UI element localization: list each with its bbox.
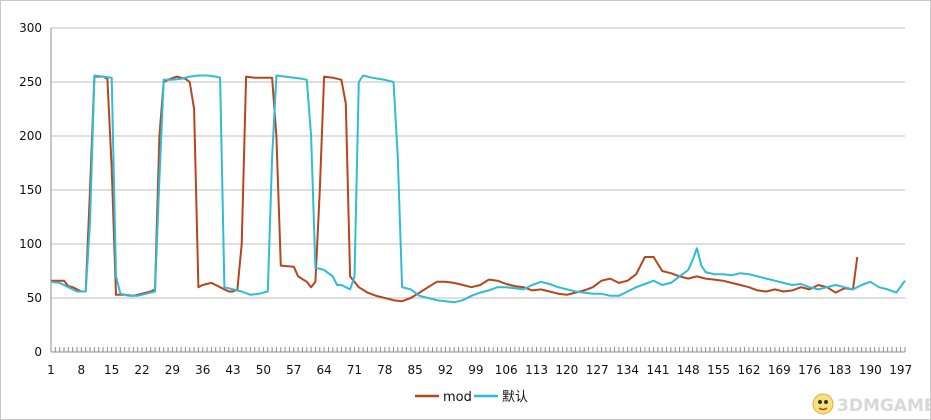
x-tick-label: 127 (586, 363, 609, 377)
y-tick-label: 300 (19, 21, 42, 35)
y-tick-label: 100 (19, 237, 42, 251)
mascot-icon (812, 393, 834, 415)
x-tick-label: 134 (616, 363, 639, 377)
x-axis: 1 8 15 22 29 36 43 50 57 64 71 78 85 92 99 106 113 120 127… (47, 347, 912, 377)
x-tick-label: 148 (677, 363, 700, 377)
x-tick-label: 1 (47, 363, 55, 377)
y-tick-label: 150 (19, 183, 42, 197)
x-tick-label: 78 (377, 363, 392, 377)
x-tick-label: 29 (165, 363, 180, 377)
legend-label-1: 默认 (502, 389, 528, 405)
legend-label-0: mod (443, 390, 472, 405)
x-tick-label: 113 (525, 363, 548, 377)
x-tick-label: 64 (316, 363, 331, 377)
watermark: 3DMGAME (812, 393, 930, 416)
y-tick-label: 0 (34, 345, 42, 359)
y-tick-label: 50 (27, 291, 42, 305)
x-tick-label: 169 (768, 363, 791, 377)
x-tick-label: 197 (889, 363, 912, 377)
x-tick-label: 176 (798, 363, 821, 377)
watermark-text: 3DMGAME (837, 396, 930, 416)
grid-lines (51, 27, 905, 299)
x-tick-label: 57 (286, 363, 301, 377)
x-tick-label: 183 (829, 363, 852, 377)
x-tick-label: 8 (78, 363, 86, 377)
x-tick-label: 141 (646, 363, 669, 377)
x-tick-label: 190 (859, 363, 882, 377)
series-line-1 (50, 74, 906, 304)
x-tick-label: 15 (104, 363, 119, 377)
y-tick-label: 250 (19, 75, 42, 89)
x-tick-label: 85 (408, 363, 423, 377)
x-tick-label: 106 (495, 363, 518, 377)
y-axis: 0 50 100 150 200 250 300 (19, 21, 52, 359)
x-tick-label: 71 (347, 363, 362, 377)
x-tick-label: 43 (225, 363, 240, 377)
series-lines (50, 74, 906, 304)
x-tick-label: 50 (256, 363, 271, 377)
x-tick-label: 162 (737, 363, 760, 377)
x-tick-label: 120 (555, 363, 578, 377)
x-tick-label: 22 (134, 363, 149, 377)
x-tick-label: 92 (438, 363, 453, 377)
x-tick-label: 36 (195, 363, 210, 377)
y-tick-label: 200 (19, 129, 42, 143)
legend: mod 默认 (415, 389, 528, 405)
series-line-0 (51, 75, 859, 303)
x-tick-label: 155 (707, 363, 730, 377)
x-tick-label: 99 (468, 363, 483, 377)
